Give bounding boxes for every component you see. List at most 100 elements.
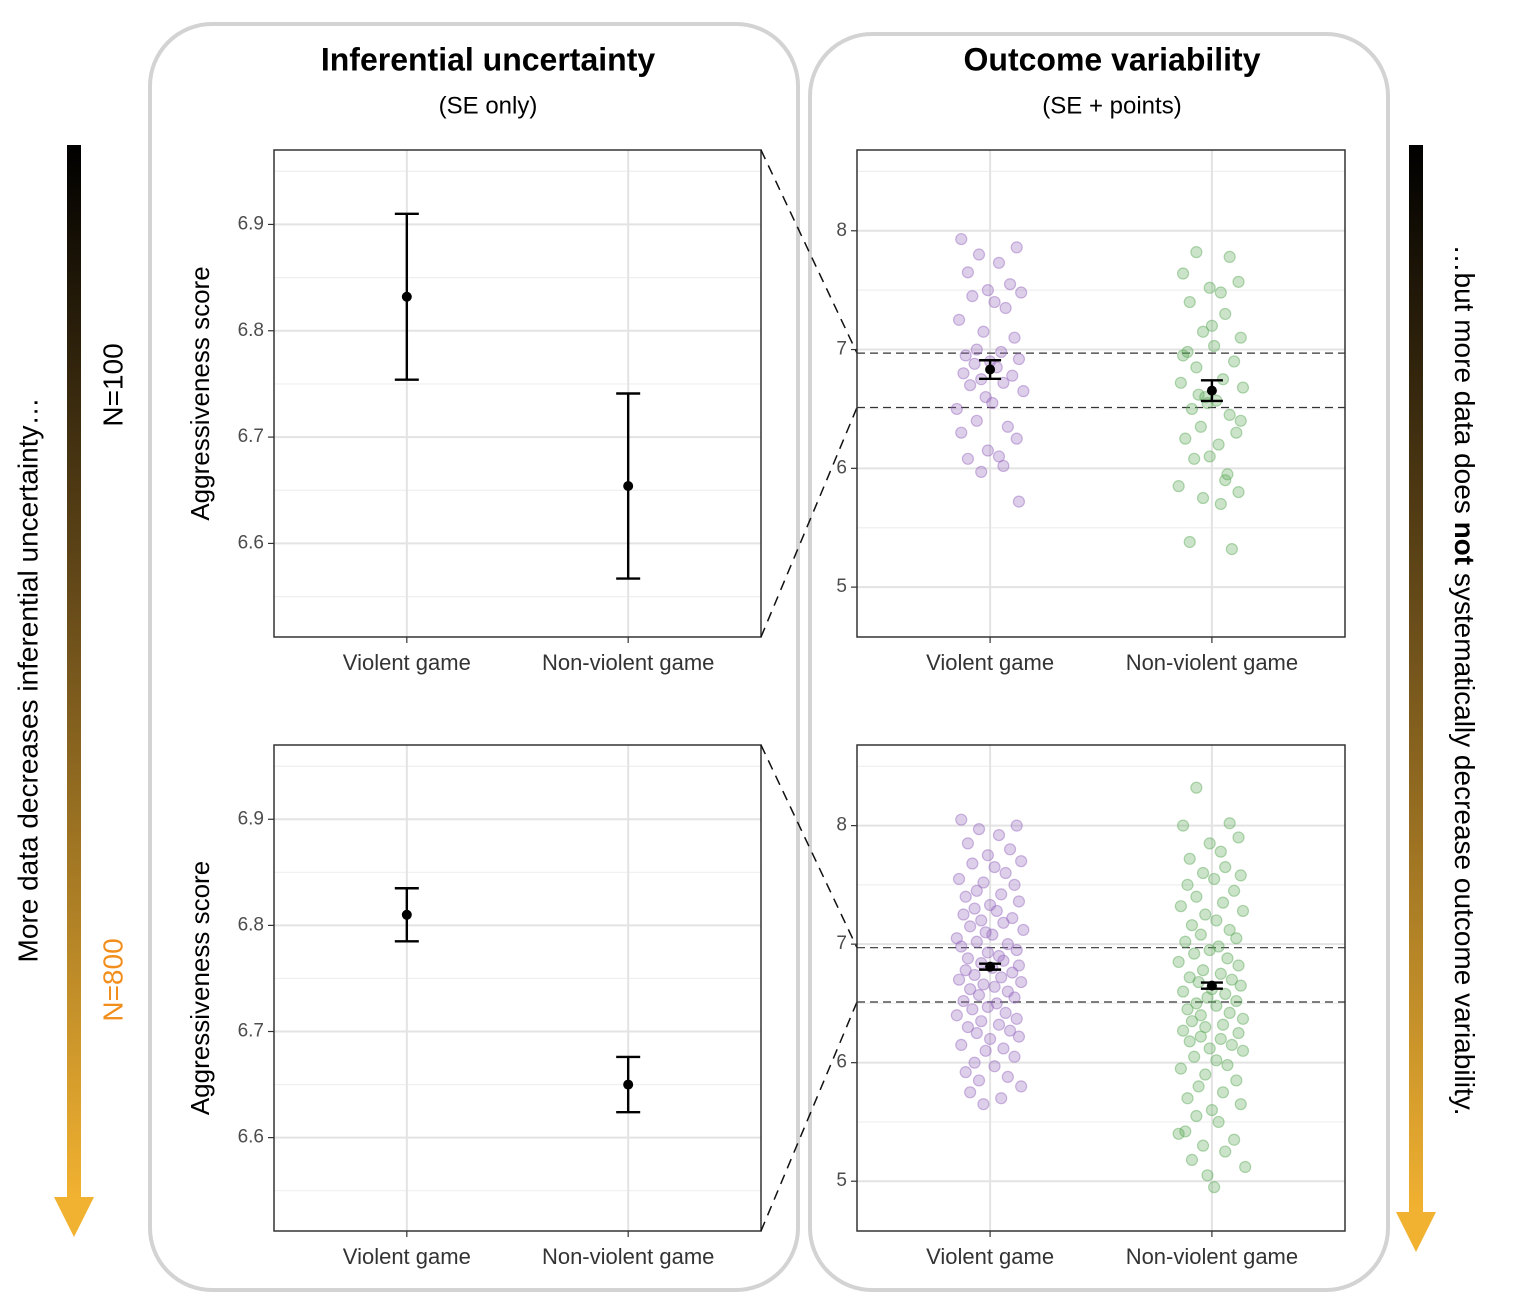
x-tick-label: Non-violent game xyxy=(1126,650,1298,675)
point xyxy=(1183,971,1196,984)
side-annotation: …but more data does not systematically d… xyxy=(1449,245,1480,1116)
point xyxy=(1232,485,1245,499)
point xyxy=(1236,1012,1250,1025)
point xyxy=(1196,491,1210,505)
point xyxy=(1188,452,1201,465)
plot-background xyxy=(274,150,761,637)
point xyxy=(1201,1169,1214,1182)
point xyxy=(964,983,977,996)
arrow-head xyxy=(1396,1212,1436,1252)
point xyxy=(1194,420,1207,433)
point xyxy=(968,902,981,915)
point xyxy=(1006,911,1019,925)
point xyxy=(1174,1062,1187,1075)
point xyxy=(1210,914,1223,927)
point xyxy=(1212,940,1225,953)
point xyxy=(979,1044,992,1057)
point xyxy=(1230,994,1243,1008)
point xyxy=(1227,884,1241,897)
plot-border xyxy=(856,149,1346,638)
point xyxy=(979,390,992,404)
mean-point xyxy=(985,961,996,972)
point xyxy=(1176,819,1190,832)
panel-box xyxy=(148,22,800,1292)
point xyxy=(1223,1006,1236,1019)
point xyxy=(990,997,1003,1010)
point xyxy=(964,379,977,392)
point xyxy=(955,426,968,439)
point xyxy=(1190,890,1203,903)
x-tick-label: Non-violent game xyxy=(542,650,714,675)
point xyxy=(1232,831,1245,844)
point xyxy=(1234,979,1247,992)
point xyxy=(1017,923,1030,937)
y-tick-label: 6.6 xyxy=(238,1127,264,1148)
point xyxy=(1203,1042,1216,1055)
point xyxy=(1188,947,1201,960)
point xyxy=(1225,1038,1238,1051)
point xyxy=(952,973,966,986)
point xyxy=(1223,817,1236,830)
point xyxy=(964,1086,977,1099)
point xyxy=(1015,1080,1028,1093)
panel-title: Inferential uncertainty xyxy=(321,41,656,77)
mean-point xyxy=(623,481,634,492)
point xyxy=(1223,250,1236,264)
point xyxy=(1239,1160,1252,1174)
point xyxy=(1190,997,1203,1010)
point xyxy=(1183,535,1196,549)
zoom-connector xyxy=(760,149,858,354)
point xyxy=(1199,1021,1212,1034)
point xyxy=(1227,1133,1241,1146)
point xyxy=(1232,1026,1245,1040)
point xyxy=(1221,952,1234,965)
point xyxy=(1203,281,1216,294)
y-tick-label: 6.6 xyxy=(238,532,264,553)
point xyxy=(964,920,977,933)
x-tick-label: Non-violent game xyxy=(1126,1244,1298,1269)
point xyxy=(1227,355,1241,368)
point xyxy=(1181,345,1194,359)
point xyxy=(997,1042,1010,1055)
x-tick-label: Violent game xyxy=(926,650,1054,675)
point xyxy=(1179,1125,1192,1138)
point xyxy=(1006,966,1019,979)
point xyxy=(997,916,1010,929)
point xyxy=(1181,1003,1194,1016)
point xyxy=(1232,275,1245,288)
point xyxy=(961,1021,975,1034)
point xyxy=(990,904,1003,918)
point xyxy=(977,325,990,338)
plot-background xyxy=(857,150,1345,637)
point xyxy=(1219,987,1232,1001)
point xyxy=(1003,843,1017,856)
point xyxy=(977,1098,990,1111)
point xyxy=(1214,497,1227,511)
arrow xyxy=(1409,145,1423,1215)
y-tick-label: 6.8 xyxy=(238,914,264,935)
point xyxy=(961,952,975,965)
x-tick-label: Non-violent game xyxy=(542,1244,714,1269)
point xyxy=(1190,1109,1203,1123)
point xyxy=(1194,1030,1207,1043)
point xyxy=(1225,543,1238,556)
arrow-head xyxy=(54,1197,94,1237)
point xyxy=(1223,923,1236,937)
point xyxy=(1234,869,1247,882)
point xyxy=(999,866,1012,880)
mean-point xyxy=(1206,385,1217,396)
point xyxy=(995,888,1008,901)
point xyxy=(1183,295,1196,309)
point xyxy=(1236,904,1250,918)
point xyxy=(957,908,970,921)
point xyxy=(1015,975,1028,989)
panel-subtitle: (SE + points) xyxy=(1042,92,1181,119)
point xyxy=(981,1000,994,1014)
point xyxy=(1208,339,1221,353)
point xyxy=(1181,878,1194,891)
point xyxy=(972,248,986,261)
point xyxy=(983,898,997,912)
point xyxy=(1216,1018,1230,1031)
point xyxy=(981,284,994,297)
point xyxy=(1214,1032,1227,1046)
